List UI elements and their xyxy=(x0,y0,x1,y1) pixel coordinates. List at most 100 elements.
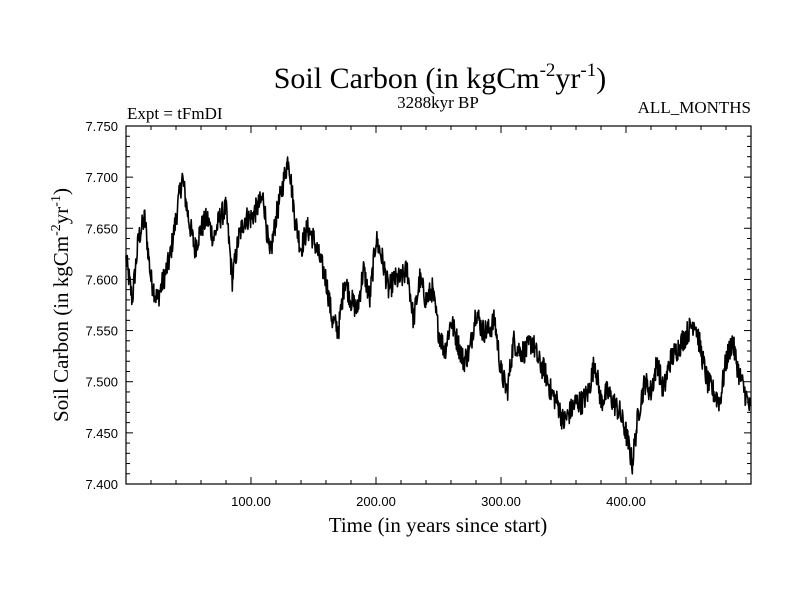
data-point xyxy=(419,278,421,280)
data-point xyxy=(169,258,171,260)
data-point xyxy=(450,319,452,321)
data-point xyxy=(431,289,433,291)
plot-frame xyxy=(125,125,752,485)
data-point xyxy=(181,176,183,178)
data-point xyxy=(725,360,727,362)
data-point xyxy=(406,268,408,270)
months-label: ALL_MONTHS xyxy=(638,98,751,117)
data-point xyxy=(625,432,627,434)
y-tick-label: 7.400 xyxy=(85,477,118,492)
data-point xyxy=(681,340,683,342)
chart-title: Soil Carbon (in kgCm-2yr-1) xyxy=(274,60,607,95)
data-point xyxy=(456,340,458,342)
data-point xyxy=(575,401,577,403)
data-point xyxy=(338,330,340,332)
data-point xyxy=(513,340,515,342)
y-axis-label: Soil Carbon (in kgCm-2yr-1) xyxy=(49,188,73,422)
data-point xyxy=(731,340,733,342)
data-point xyxy=(369,299,371,301)
data-point xyxy=(638,411,640,413)
x-axis-ticks: 100.00 200.00 300.00 400.00 xyxy=(150,126,727,509)
experiment-label: Expt = tFmDI xyxy=(127,104,223,123)
data-point xyxy=(206,217,208,219)
data-point xyxy=(219,217,221,219)
period-label: 3288kyr BP xyxy=(397,93,479,112)
data-point xyxy=(544,370,546,372)
data-point xyxy=(488,330,490,332)
y-axis-ticks: 7.400 7.450 7.500 7.550 7.600 7.650 7.700 7.750 xyxy=(85,119,751,492)
data-point xyxy=(481,330,483,332)
data-point xyxy=(156,299,158,301)
data-point xyxy=(494,319,496,321)
data-point xyxy=(588,391,590,393)
data-point xyxy=(269,258,271,260)
data-point xyxy=(138,238,140,240)
data-point xyxy=(131,299,133,301)
data-point xyxy=(175,217,177,219)
data-point xyxy=(631,463,633,465)
x-axis-label: Time (in years since start) xyxy=(329,513,548,537)
data-point xyxy=(444,350,446,352)
data-point xyxy=(250,217,252,219)
data-point xyxy=(700,350,702,352)
series-layer xyxy=(125,156,752,475)
data-point xyxy=(381,258,383,260)
data-point xyxy=(438,330,440,332)
x-tick-label: 200.00 xyxy=(356,494,396,509)
data-point xyxy=(375,238,377,240)
data-point xyxy=(506,391,508,393)
y-tick-label: 7.600 xyxy=(85,272,118,287)
data-point xyxy=(556,401,558,403)
data-point xyxy=(706,381,708,383)
data-point xyxy=(475,309,477,311)
data-point xyxy=(663,391,665,393)
data-point xyxy=(719,401,721,403)
y-tick-label: 7.650 xyxy=(85,221,118,236)
data-point xyxy=(688,330,690,332)
data-point xyxy=(225,207,227,209)
data-point xyxy=(750,411,752,413)
data-point xyxy=(238,238,240,240)
data-point xyxy=(581,401,583,403)
data-point xyxy=(525,350,527,352)
data-point xyxy=(331,319,333,321)
data-point xyxy=(194,248,196,250)
data-point xyxy=(356,309,358,311)
data-point xyxy=(400,278,402,280)
data-point xyxy=(388,289,390,291)
data-point xyxy=(256,207,258,209)
data-point xyxy=(713,391,715,393)
data-point xyxy=(413,319,415,321)
data-point xyxy=(263,197,265,199)
data-point xyxy=(188,217,190,219)
data-point xyxy=(163,278,165,280)
data-point xyxy=(275,217,277,219)
y-tick-label: 7.550 xyxy=(85,324,118,339)
data-point xyxy=(231,278,233,280)
data-point xyxy=(669,360,671,362)
data-point xyxy=(519,350,521,352)
data-point xyxy=(319,258,321,260)
data-point xyxy=(294,217,296,219)
data-point xyxy=(569,411,571,413)
y-tick-label: 7.450 xyxy=(85,426,118,441)
data-point xyxy=(125,258,127,260)
data-point xyxy=(200,227,202,229)
data-point xyxy=(550,391,552,393)
data-point xyxy=(613,401,615,403)
data-point xyxy=(288,156,290,158)
data-point xyxy=(744,391,746,393)
data-point xyxy=(738,370,740,372)
x-tick-label: 300.00 xyxy=(481,494,521,509)
data-point xyxy=(463,360,465,362)
series-line xyxy=(125,156,752,475)
data-point xyxy=(344,278,346,280)
data-point xyxy=(469,350,471,352)
data-point xyxy=(675,350,677,352)
data-point xyxy=(531,340,533,342)
data-point xyxy=(538,360,540,362)
data-point xyxy=(313,238,315,240)
data-point xyxy=(281,186,283,188)
data-point xyxy=(594,360,596,362)
